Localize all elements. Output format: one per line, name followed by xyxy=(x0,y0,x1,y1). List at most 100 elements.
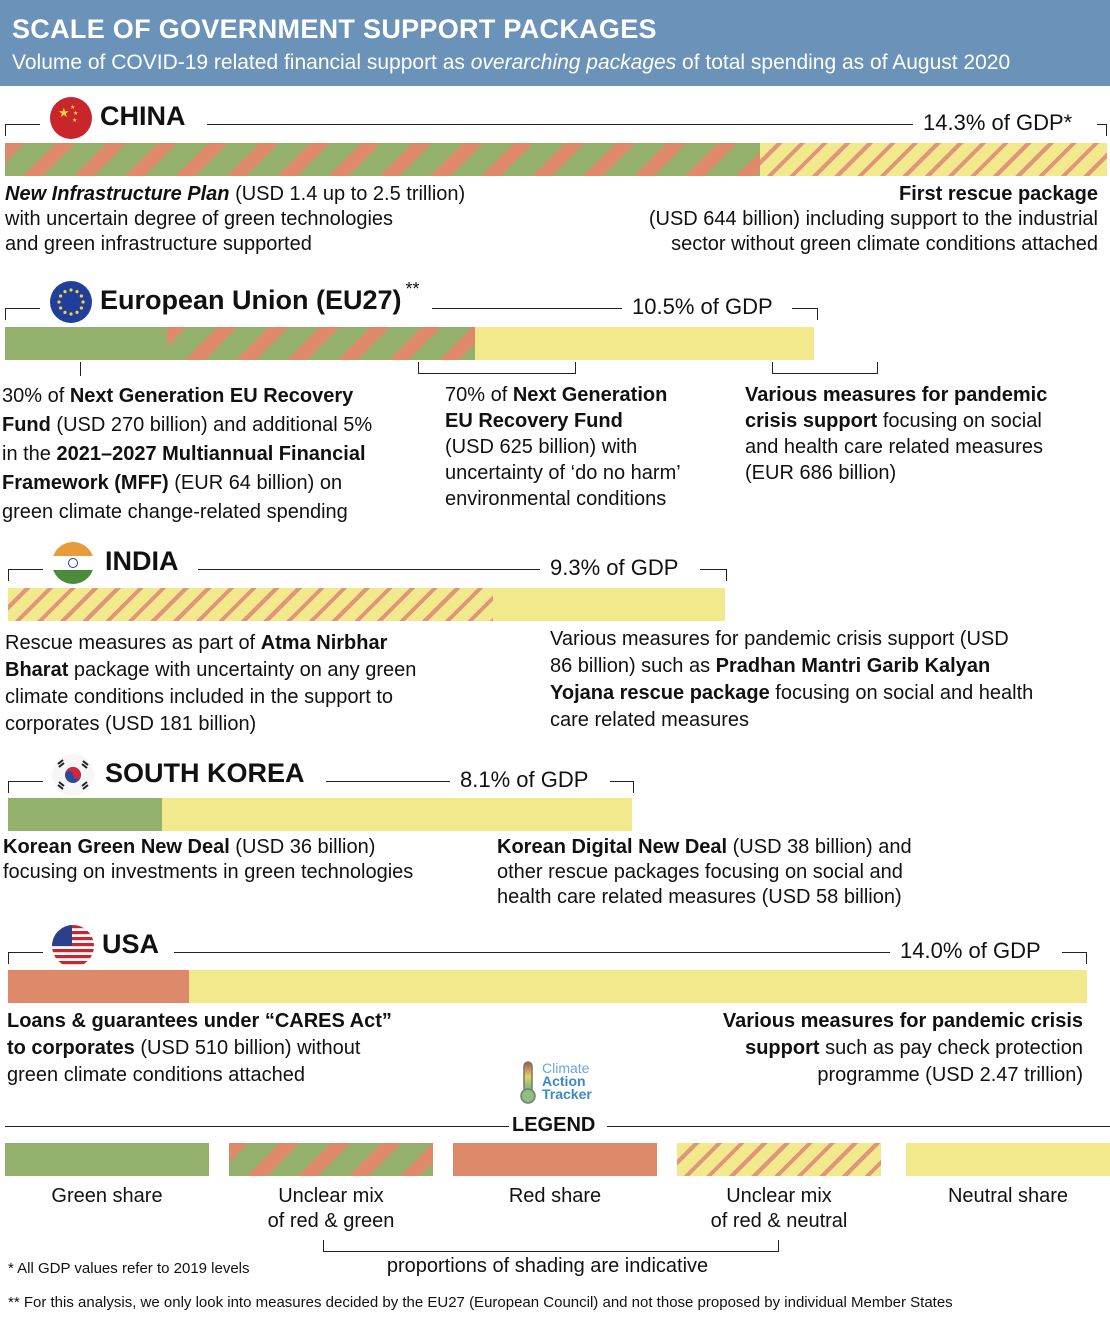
text-run: Yojana rescue package xyxy=(550,682,770,704)
country-name: SOUTH KOREA xyxy=(105,758,305,788)
left-bracket xyxy=(8,952,43,964)
text-run: Korean Digital New Deal xyxy=(497,836,728,858)
text-run: and health care related measures xyxy=(745,436,1043,458)
legend-label: Green share xyxy=(5,1184,209,1209)
china-bar xyxy=(5,143,1107,176)
legend-swatch-mix xyxy=(229,1143,433,1176)
bar-segment-g xyxy=(8,798,163,831)
description-line: 86 billion) such as Pradhan Mantri Garib… xyxy=(550,653,1033,680)
text-run: 70% of xyxy=(445,384,513,406)
text-run: focusing on social xyxy=(877,410,1042,432)
text-run: 86 billion) such as xyxy=(550,655,716,677)
footnote-1: * All GDP values refer to 2019 levels xyxy=(8,1260,250,1277)
description-block: Various measures for pandemic crisis supp… xyxy=(723,1008,1083,1089)
eu-neutral-bracket xyxy=(772,362,878,374)
text-run: green climate conditions attached xyxy=(7,1064,305,1086)
header-rule xyxy=(198,569,540,570)
text-run: green climate change-related spending xyxy=(2,501,348,523)
bar-segment-g xyxy=(5,327,167,360)
description-block: Various measures for pandemic crisis supp… xyxy=(745,382,1047,486)
text-run: to corporates xyxy=(7,1037,135,1059)
logo-text-1: Climate xyxy=(542,1060,590,1076)
text-run: (USD 270 billion) and additional 5% xyxy=(50,414,373,436)
text-run: of total spending as of August 2020 xyxy=(676,51,1011,74)
description-line: and health care related measures xyxy=(745,434,1047,460)
description-line: other rescue packages focusing on social… xyxy=(497,860,912,885)
country-name: European Union (EU27) xyxy=(100,285,402,315)
text-run: (EUR 64 billion) on xyxy=(168,472,343,494)
text-run: EU Recovery Fund xyxy=(445,410,623,432)
page-title: SCALE OF GOVERNMENT SUPPORT PACKAGES xyxy=(12,14,657,44)
country-heading: CHINA xyxy=(100,101,186,132)
legend-label-line: Unclear mix xyxy=(278,1185,384,1207)
korea-flag-icon xyxy=(52,754,94,796)
description-line: focusing on investments in green technol… xyxy=(3,860,413,885)
text-run: and green infrastructure supported xyxy=(5,233,312,255)
gdp-share-label: 8.1% of GDP xyxy=(460,767,589,792)
eu-flag-icon xyxy=(50,281,92,323)
text-run: (USD 510 billion) without xyxy=(134,1037,361,1059)
description-line: EU Recovery Fund xyxy=(445,408,681,434)
country-heading: European Union (EU27) ** xyxy=(100,279,420,316)
left-bracket xyxy=(5,124,40,136)
description-line: green climate change-related spending xyxy=(2,498,372,527)
text-run: Bharat xyxy=(5,659,69,681)
text-run: sector without green climate conditions … xyxy=(671,233,1098,255)
legend-label-line: Green share xyxy=(51,1185,163,1207)
text-run: Loans & guarantees under “CARES Act” xyxy=(7,1010,392,1032)
description-line: and green infrastructure supported xyxy=(5,232,465,257)
footnote-2: ** For this analysis, we only look into … xyxy=(8,1294,953,1311)
thermometer-icon xyxy=(520,1061,536,1104)
description-block: Rescue measures as part of Atma Nirbhar B… xyxy=(5,630,416,738)
logo-text-2: Action xyxy=(542,1073,586,1089)
legend-label: Unclear mix of red & neutral xyxy=(677,1184,881,1234)
svg-text:★: ★ xyxy=(70,104,75,111)
description-line: New Infrastructure Plan (USD 1.4 up to 2… xyxy=(5,182,465,207)
description-line: 30% of Next Generation EU Recovery xyxy=(2,382,372,411)
mix-legend-bracket xyxy=(323,1240,779,1252)
usa-flag-icon xyxy=(52,925,94,967)
text-run: health care related measures (USD 58 bil… xyxy=(497,886,902,908)
country-heading: SOUTH KOREA xyxy=(105,758,305,789)
footnote-marker: ** xyxy=(405,279,420,299)
description-line: Various measures for pandemic crisis sup… xyxy=(550,626,1033,653)
gdp-share-label: 14.0% of GDP xyxy=(900,938,1041,963)
description-line: environmental conditions xyxy=(445,486,681,512)
description-line: Yojana rescue package focusing on social… xyxy=(550,680,1033,707)
description-line: green climate conditions attached xyxy=(7,1062,392,1089)
text-run: package with uncertainty on any green xyxy=(68,659,417,681)
south-korea-bar xyxy=(8,798,633,831)
text-run: (USD 36 billion) xyxy=(229,836,376,858)
text-run: such as pay check protection xyxy=(819,1037,1083,1059)
text-run: Next Generation xyxy=(512,384,668,406)
china-flag-icon: ★ ★ ★ ★ xyxy=(50,97,92,139)
description-line: (USD 644 billion) including support to t… xyxy=(649,207,1098,232)
left-bracket xyxy=(8,781,43,793)
legend-rule-right xyxy=(607,1126,1110,1127)
right-bracket xyxy=(700,569,727,581)
description-line: climate conditions included in the suppo… xyxy=(5,684,416,711)
bar-segment-n xyxy=(189,970,1087,1003)
legend-rule-left xyxy=(5,1126,509,1127)
text-run: (USD 1.4 up to 2.5 trillion) xyxy=(229,183,466,205)
description-line: Korean Digital New Deal (USD 38 billion)… xyxy=(497,835,912,860)
right-bracket xyxy=(610,781,634,793)
header-rule xyxy=(326,781,450,782)
usa-bar xyxy=(8,970,1087,1003)
description-line: Korean Green New Deal (USD 36 billion) xyxy=(3,835,413,860)
text-run: 2021–2027 Multiannual Financial xyxy=(56,443,366,465)
legend-label: Neutral share xyxy=(906,1184,1110,1209)
text-run: climate conditions included in the suppo… xyxy=(5,686,394,708)
text-run: with uncertain degree of green technolog… xyxy=(5,208,394,230)
description-line: Fund (USD 270 billion) and additional 5% xyxy=(2,411,372,440)
gdp-share-label: 9.3% of GDP xyxy=(550,555,679,580)
description-line: support such as pay check protection xyxy=(723,1035,1083,1062)
text-run: Various measures for pandemic xyxy=(745,384,1048,406)
description-line: 70% of Next Generation xyxy=(445,382,681,408)
description-block: Korean Digital New Deal (USD 38 billion)… xyxy=(497,835,912,910)
description-block: 70% of Next Generation EU Recovery Fund (U… xyxy=(445,382,681,512)
description-line: sector without green climate conditions … xyxy=(649,232,1098,257)
bar-segment-mix xyxy=(5,143,761,176)
legend-note: proportions of shading are indicative xyxy=(386,1255,709,1277)
text-run: corporates (USD 181 billion) xyxy=(5,713,257,735)
